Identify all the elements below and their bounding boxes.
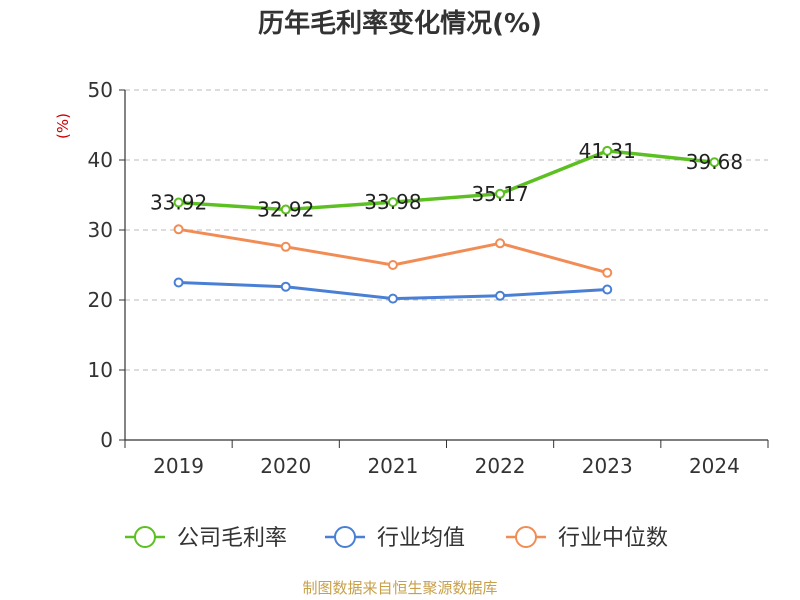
series-3-point bbox=[173, 224, 184, 235]
data-label: 33.92 bbox=[150, 191, 207, 215]
y-tick-label: 50 bbox=[88, 78, 113, 102]
data-label: 35.17 bbox=[471, 182, 528, 206]
axes bbox=[119, 89, 769, 448]
x-tick-label: 2020 bbox=[260, 454, 311, 478]
x-tick-label: 2019 bbox=[153, 454, 204, 478]
series-2-point bbox=[280, 281, 291, 292]
grid-lines bbox=[125, 89, 768, 371]
series-2-point bbox=[173, 277, 184, 288]
series-1-point bbox=[602, 145, 613, 156]
x-tick-label: 2024 bbox=[689, 454, 740, 478]
source-note: 制图数据来自恒生聚源数据库 bbox=[302, 579, 497, 597]
legend-marker-3 bbox=[515, 526, 537, 548]
data-label: 32.92 bbox=[257, 198, 314, 222]
y-tick-label: 10 bbox=[88, 358, 113, 382]
series-layer bbox=[173, 145, 720, 304]
data-label: 41.31 bbox=[579, 139, 636, 163]
legend-marker-2 bbox=[334, 526, 356, 548]
series-3-point bbox=[280, 241, 291, 252]
series-2-point bbox=[602, 284, 613, 295]
series-1-point bbox=[495, 188, 506, 199]
legend-label-3: 行业中位数 bbox=[558, 526, 668, 551]
x-tick-labels: 2019 2020 2021 2022 2023 2024 bbox=[153, 454, 740, 478]
y-axis-label: (%) bbox=[54, 113, 72, 139]
x-tick-label: 2022 bbox=[475, 454, 526, 478]
series-1-point bbox=[709, 157, 720, 168]
y-tick-label: 0 bbox=[100, 428, 113, 452]
series-2-point bbox=[387, 293, 398, 304]
y-tick-label: 40 bbox=[88, 148, 113, 172]
series-1-point bbox=[387, 197, 398, 208]
data-labels: 33.92 32.92 33.98 35.17 41.31 39.68 bbox=[150, 139, 743, 222]
data-label: 39.68 bbox=[686, 150, 743, 174]
series-1-point bbox=[280, 204, 291, 215]
legend-label-1: 公司毛利率 bbox=[177, 526, 287, 551]
series-1-point bbox=[173, 197, 184, 208]
legend-label-2: 行业均值 bbox=[377, 526, 465, 551]
x-tick-label: 2021 bbox=[367, 454, 418, 478]
series-line-1 bbox=[178, 149, 715, 212]
legend: 公司毛利率 行业均值 行业中位数 bbox=[125, 526, 668, 551]
y-tick-labels: 0 10 20 30 40 50 bbox=[88, 78, 113, 452]
series-3-point bbox=[387, 260, 398, 270]
data-label: 33.98 bbox=[364, 190, 421, 214]
legend-marker-1 bbox=[134, 526, 156, 548]
chart-title: 历年毛利率变化情况(%) bbox=[258, 8, 542, 39]
series-3-point bbox=[495, 238, 506, 249]
x-tick-label: 2023 bbox=[582, 454, 633, 478]
y-tick-label: 30 bbox=[88, 218, 113, 242]
series-2-point bbox=[495, 290, 506, 301]
series-3-point bbox=[602, 267, 613, 278]
y-tick-label: 20 bbox=[88, 288, 113, 312]
